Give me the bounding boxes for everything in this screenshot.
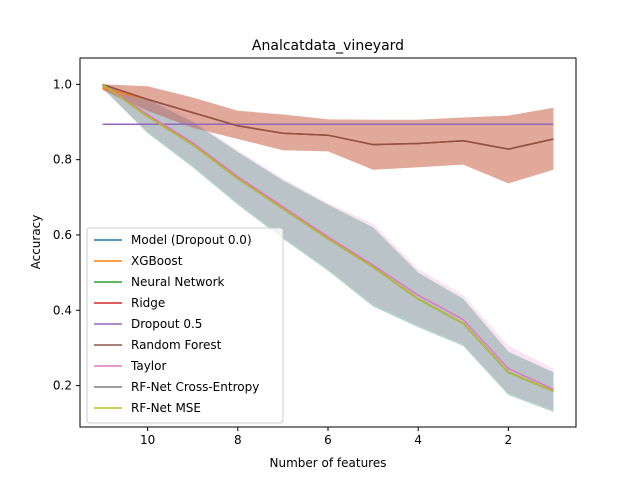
y-tick-label: 1.0 bbox=[53, 77, 72, 91]
y-tick-label: 0.8 bbox=[53, 153, 72, 167]
chart-title: Analcatdata_vineyard bbox=[252, 38, 404, 54]
legend-label: Neural Network bbox=[131, 275, 225, 289]
band-random-forest bbox=[102, 84, 554, 184]
legend-label: XGBoost bbox=[131, 254, 183, 268]
legend-label: Model (Dropout 0.0) bbox=[131, 233, 252, 247]
x-tick-label: 2 bbox=[505, 433, 513, 447]
x-axis-ticks: 10 8 6 4 2 bbox=[140, 427, 512, 447]
band-xgboost bbox=[102, 84, 554, 184]
y-axis-ticks: 0.2 0.4 0.6 0.8 1.0 bbox=[53, 77, 80, 393]
confidence-bands bbox=[102, 84, 554, 412]
y-tick-label: 0.6 bbox=[53, 228, 72, 242]
series-line-taylor bbox=[102, 83, 554, 390]
x-tick-label: 10 bbox=[140, 433, 155, 447]
series-lines bbox=[102, 83, 554, 392]
legend-label: Random Forest bbox=[131, 338, 222, 352]
y-axis-label: Accuracy bbox=[29, 215, 43, 270]
band-ridge bbox=[102, 84, 554, 184]
y-tick-label: 0.2 bbox=[53, 379, 72, 393]
series-line-random-forest bbox=[102, 83, 554, 150]
series-line-rf-net-mse bbox=[102, 83, 554, 392]
band-taylor bbox=[102, 84, 554, 411]
x-tick-label: 8 bbox=[234, 433, 242, 447]
legend-label: Dropout 0.5 bbox=[131, 317, 202, 331]
band-neural-network bbox=[102, 84, 554, 412]
y-tick-label: 0.4 bbox=[53, 303, 72, 317]
legend-label: Ridge bbox=[131, 296, 165, 310]
band-model-dropout-0-0 bbox=[102, 84, 554, 412]
x-tick-label: 4 bbox=[414, 433, 422, 447]
legend-label: RF-Net Cross-Entropy bbox=[131, 380, 259, 394]
x-axis-label: Number of features bbox=[270, 456, 387, 470]
legend: Model (Dropout 0.0) XGBoost Neural Network… bbox=[86, 227, 284, 424]
x-tick-label: 6 bbox=[324, 433, 332, 447]
legend-box bbox=[86, 227, 284, 424]
legend-label: RF-Net MSE bbox=[131, 401, 201, 415]
legend-label: Taylor bbox=[130, 359, 166, 373]
